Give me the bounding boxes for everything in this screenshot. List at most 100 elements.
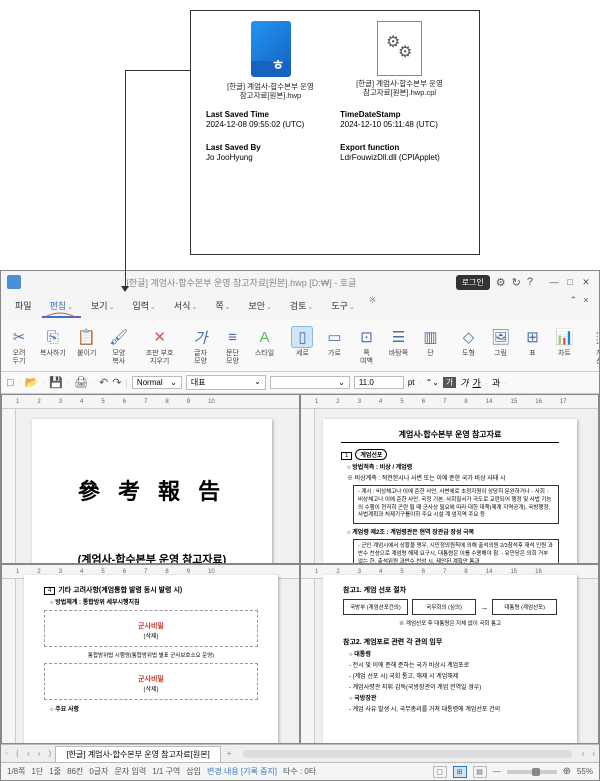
sb-section: 1/1 구역 bbox=[152, 766, 180, 777]
sb-chars: 0글자 bbox=[89, 766, 108, 777]
sb-line: 1줄 bbox=[49, 766, 61, 777]
menu-page[interactable]: 쪽⌄ bbox=[207, 295, 238, 318]
tab-next[interactable]: › bbox=[34, 749, 45, 758]
minimize-button[interactable]: — bbox=[547, 277, 561, 288]
document-area: 12345678910 參 考 報 告 (계엄사-합수본부 운영 참고자료) 1… bbox=[1, 394, 599, 744]
new-doc-icon[interactable]: □ bbox=[7, 377, 14, 389]
tab-first[interactable]: ◦ bbox=[1, 749, 12, 758]
open-icon[interactable]: 📂 bbox=[25, 376, 39, 389]
para-format-icon[interactable]: ≡ bbox=[221, 326, 243, 348]
tab-next-all[interactable]: ⟩ bbox=[44, 749, 55, 758]
menu-file[interactable]: 파일 bbox=[7, 295, 40, 318]
help-icon[interactable]: ? bbox=[527, 276, 533, 288]
size-select[interactable]: 11.0 bbox=[354, 376, 404, 389]
titlebar: [한글] 계엄사-합수본부 운영 참고자료[원본].hwp [D:₩] - 호글… bbox=[1, 271, 599, 293]
sb-wordcount: 타수 : 0타 bbox=[283, 766, 316, 777]
vertical-icon[interactable]: ▯ bbox=[291, 326, 313, 348]
header-icon[interactable]: ☰ bbox=[387, 326, 409, 348]
ruler-v bbox=[2, 409, 16, 563]
view-mode-3[interactable]: ▤ bbox=[473, 766, 487, 778]
horizontal-scrollbar[interactable] bbox=[243, 750, 571, 758]
pane-2[interactable]: 1234567814151617 계엄사-합수본부 운영 참고자료 1계엄선포 … bbox=[300, 394, 599, 564]
shapes-icon[interactable]: ◇ bbox=[457, 326, 479, 348]
sb-mode: 문자 입력 bbox=[115, 766, 147, 777]
underline-button[interactable]: 가 bbox=[473, 376, 481, 389]
close-button[interactable]: ✕ bbox=[579, 277, 593, 288]
menu-review[interactable]: 검토⌄ bbox=[282, 295, 321, 318]
horizontal-icon[interactable]: ▭ bbox=[323, 326, 345, 348]
export-function-label: Export function bbox=[340, 143, 464, 152]
menu-tools[interactable]: 도구⌄ bbox=[323, 295, 362, 318]
format-painter-icon[interactable]: 🖌 bbox=[108, 326, 130, 348]
zoom-out[interactable]: — bbox=[493, 767, 501, 776]
font-select[interactable]: ⌄ bbox=[270, 376, 350, 389]
cut-icon[interactable]: ✂ bbox=[8, 326, 30, 348]
window-title: [한글] 계엄사-합수본부 운영 참고자료[원본].hwp [D:₩] - 호글 bbox=[27, 276, 456, 289]
save-icon[interactable]: 💾 bbox=[49, 376, 63, 389]
last-saved-by-label: Last Saved By bbox=[206, 143, 330, 152]
document-tabs: ◦ ⟨ ‹ › ⟩ [한글] 계엄사-합수본부 운영 참고자료[원본] + ‹ … bbox=[1, 744, 599, 762]
picture-icon[interactable]: 🖼 bbox=[489, 326, 511, 348]
timedatestamp-label: TimeDateStamp bbox=[340, 110, 464, 119]
hangul-app-window: [한글] 계엄사-합수본부 운영 참고자료[원본].hwp [D:₩] - 호글… bbox=[0, 270, 600, 781]
pane-3[interactable]: 12345678910 4기타 고려사항(계엄통합 발령 동시 발령 시) ○ … bbox=[1, 564, 300, 744]
menu-security[interactable]: 보안⌄ bbox=[240, 295, 279, 318]
zoom-slider[interactable] bbox=[507, 770, 557, 774]
eraser-icon[interactable]: ✕ bbox=[149, 326, 171, 348]
menubar: 파일 편집⌄ 보기⌄ 입력⌄ 서식⌄ 쪽⌄ 보안⌄ 검토⌄ 도구⌄ ※ ⌃ × bbox=[1, 293, 599, 320]
sb-track-changes[interactable]: 변경 내용 [기록 중지] bbox=[207, 766, 277, 777]
print-icon[interactable]: 🖨 bbox=[74, 376, 88, 389]
document-tab[interactable]: [한글] 계엄사-합수본부 운영 참고자료[원본] bbox=[55, 746, 220, 762]
sb-page: 1/8쪽 bbox=[7, 766, 25, 777]
paste-icon[interactable]: 📋 bbox=[76, 326, 98, 348]
page1-title: 參 考 報 告 bbox=[32, 474, 272, 506]
refresh-icon[interactable]: ↻ bbox=[512, 276, 521, 289]
cpl-file: [한글] 계엄사-합수본부 운영 참고자료[원본].hwp.cpl bbox=[355, 21, 445, 100]
sb-insert: 삽입 bbox=[186, 766, 201, 777]
login-button[interactable]: 로그인 bbox=[456, 275, 490, 290]
pane-1[interactable]: 12345678910 參 考 報 告 (계엄사-합수본부 운영 참고자료) bbox=[1, 394, 300, 564]
view-mode-1[interactable]: ▢ bbox=[433, 766, 447, 778]
template-select[interactable]: Normal⌄ bbox=[132, 376, 182, 389]
hwp-icon bbox=[251, 21, 291, 69]
tab-prev-all[interactable]: ⟨ bbox=[12, 749, 23, 758]
copy-icon[interactable]: ⎘ bbox=[42, 326, 64, 348]
redo-icon[interactable]: ↷ bbox=[112, 376, 121, 389]
style-icon[interactable]: A bbox=[253, 326, 275, 348]
menu-edit[interactable]: 편집⌄ bbox=[42, 295, 81, 318]
top-diagram: [한글] 계엄사-합수본부 운영 참고자료[원본].hwp [한글] 계엄사-합… bbox=[0, 10, 600, 265]
char-format-icon[interactable]: 가 bbox=[189, 326, 211, 348]
settings-icon[interactable]: ⚙ bbox=[496, 276, 506, 289]
view-mode-2[interactable]: ⊞ bbox=[453, 766, 467, 778]
cpl-icon bbox=[377, 21, 422, 76]
italic-button[interactable]: 가 bbox=[460, 376, 468, 389]
hwp-file: [한글] 계엄사-합수본부 운영 참고자료[원본].hwp bbox=[226, 21, 316, 100]
undo-icon[interactable]: ↶ bbox=[99, 376, 108, 389]
menu-input[interactable]: 입력⌄ bbox=[124, 295, 163, 318]
style-select[interactable]: 대표⌄ bbox=[186, 375, 266, 390]
maximize-button[interactable]: □ bbox=[563, 277, 577, 288]
ribbon: ✂오려 두기 ⎘복사하기 📋붙이기 🖌모양 복사 ✕조판 부호 지우기 가글자 … bbox=[1, 320, 599, 372]
ruler-h: 12345678910 bbox=[2, 395, 299, 409]
page-3: 4기타 고려사항(계엄통합 발령 동시 발령 시) ○ 방법체계 : 통합방위 … bbox=[24, 575, 278, 744]
zoom-value[interactable]: 55% bbox=[577, 767, 593, 776]
new-tab-button[interactable]: + bbox=[221, 749, 238, 758]
help-close-icon[interactable]: × bbox=[579, 295, 593, 318]
page1-subtitle: (계엄사-합수본부 운영 참고자료) bbox=[32, 551, 272, 564]
sb-col: 86칸 bbox=[67, 766, 83, 777]
zoom-in[interactable]: ⊕ bbox=[563, 766, 571, 777]
menu-view[interactable]: 보기⌄ bbox=[83, 295, 122, 318]
statusbar: 1/8쪽 1단 1줄 86칸 0글자 문자 입력 1/1 구역 삽입 변경 내용… bbox=[1, 762, 599, 780]
collapse-ribbon-icon[interactable]: ⌃ bbox=[569, 295, 577, 318]
tab-prev[interactable]: ‹ bbox=[23, 749, 34, 758]
strike-button[interactable]: 과 bbox=[492, 376, 500, 389]
menu-format[interactable]: 서식⌄ bbox=[166, 295, 205, 318]
column-icon[interactable]: ▥ bbox=[419, 326, 441, 348]
margin-icon[interactable]: ⊡ bbox=[355, 326, 377, 348]
page-1: 參 考 報 告 (계엄사-합수본부 운영 참고자료) bbox=[32, 419, 272, 564]
bold-button[interactable]: 가 bbox=[443, 377, 456, 388]
table-icon[interactable]: ⊞ bbox=[521, 326, 543, 348]
pane-4[interactable]: 12345678141516 참고1. 계엄 선포 절차 국방부 (계엄선포건의… bbox=[300, 564, 599, 744]
obj-select-icon[interactable]: ⬚ bbox=[591, 326, 599, 348]
chart-icon[interactable]: 📊 bbox=[553, 326, 575, 348]
